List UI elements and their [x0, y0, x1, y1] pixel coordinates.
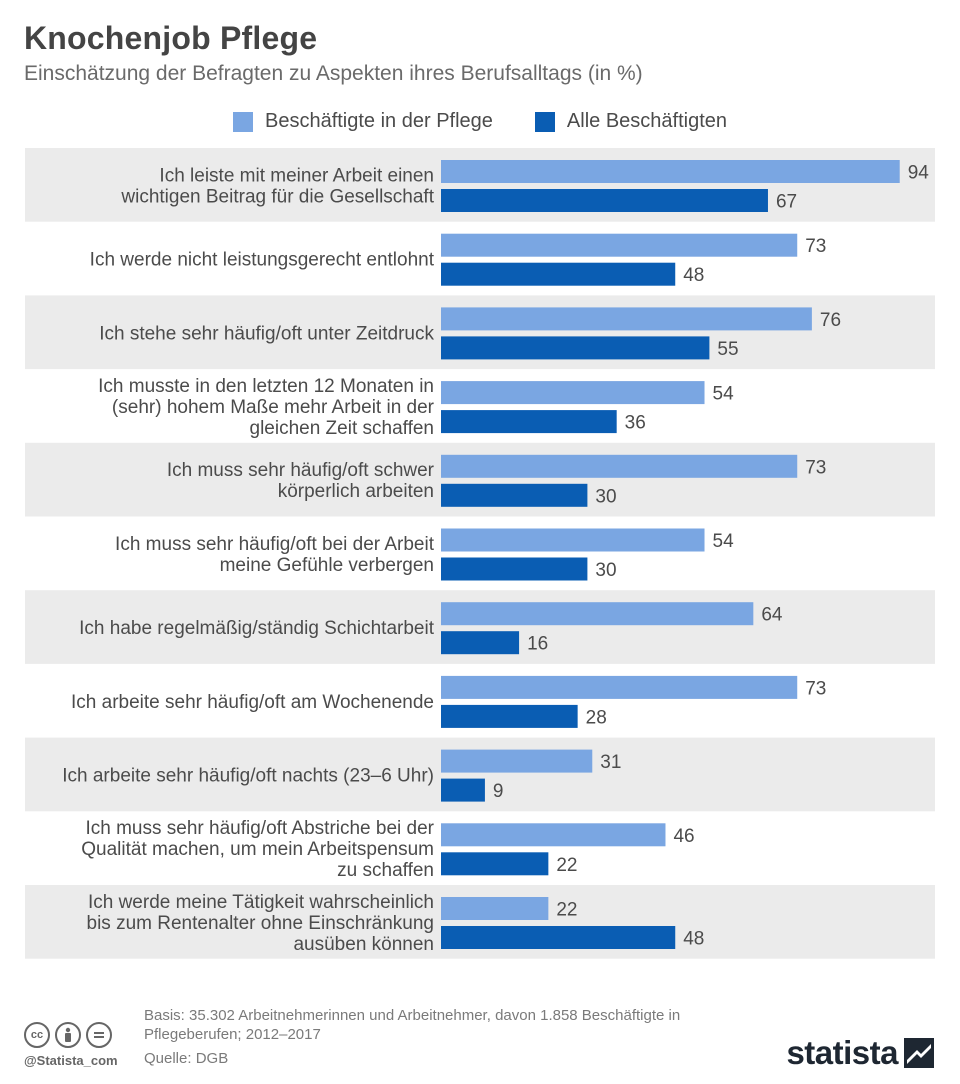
bar-alle: [441, 410, 617, 434]
footer-basis: Basis: 35.302 Arbeitnehmerinnen und Arbe…: [144, 1007, 681, 1043]
bar-alle: [441, 189, 768, 212]
bar-alle: [441, 778, 485, 802]
bar-alle: [441, 483, 588, 507]
data-label-alle: 48: [683, 929, 704, 950]
bar-pflege: [441, 823, 666, 847]
data-label-alle: 55: [717, 339, 738, 360]
chart-title: Knochenjob Pflege: [24, 20, 318, 56]
data-label-alle: 48: [683, 265, 704, 286]
bar-alle: [441, 852, 549, 876]
bar-chart: Ich leiste mit meiner Arbeit einen wichti…: [25, 148, 935, 959]
bar-pflege: [441, 454, 798, 478]
legend-label-alle: Alle Beschäftigten: [566, 110, 728, 132]
category-label: Ich arbeite sehr häufig/oft am Wochenend…: [71, 692, 434, 713]
data-label-alle: 9: [493, 781, 504, 802]
bar-pflege: [441, 160, 900, 183]
no-derivatives-icon: [86, 1022, 112, 1048]
legend-item-pflege: Beschäftigte in der Pflege: [232, 110, 493, 133]
bar-alle: [441, 336, 710, 360]
bar-pflege: [441, 233, 798, 257]
data-label-pflege: 76: [820, 310, 841, 331]
statista-wordmark: statista: [786, 1034, 898, 1071]
bar-pflege: [441, 675, 798, 699]
statista-logo-icon: [904, 1038, 934, 1068]
data-label-pflege: 54: [713, 384, 735, 405]
bar-pflege: [441, 307, 812, 331]
data-label-pflege: 54: [713, 531, 735, 552]
data-label-pflege: 73: [805, 457, 826, 478]
data-label-alle: 36: [625, 413, 646, 434]
category-label: Ich muss sehr häufig/oft bei der Arbeit m…: [115, 534, 435, 576]
bar-alle: [441, 631, 520, 655]
bar-alle: [441, 557, 588, 581]
data-label-pflege: 94: [908, 163, 930, 184]
category-label: Ich leiste mit meiner Arbeit einen wichti…: [120, 165, 434, 207]
category-label: Ich habe regelmäßig/ständig Schichtarbei…: [79, 618, 435, 639]
bar-alle: [441, 704, 578, 728]
data-label-alle: 30: [595, 486, 616, 507]
legend-swatch-pflege: [232, 111, 253, 132]
category-label: Ich muss sehr häufig/oft Abstriche bei d…: [81, 818, 434, 881]
data-label-pflege: 73: [805, 678, 826, 699]
data-label-pflege: 73: [805, 236, 826, 257]
data-label-alle: 16: [527, 634, 548, 655]
legend-swatch-alle: [534, 111, 555, 132]
statista-brand[interactable]: statista: [786, 1034, 934, 1072]
data-label-pflege: 31: [600, 752, 621, 773]
chart-subtitle: Einschätzung der Befragten zu Aspekten i…: [24, 62, 643, 85]
statista-handle: @Statista_com: [24, 1053, 118, 1068]
bar-pflege: [441, 602, 754, 626]
category-label: Ich werde meine Tätigkeit wahrscheinlich…: [87, 892, 434, 955]
legend-item-alle: Alle Beschäftigten: [534, 110, 728, 133]
bar-pflege: [441, 381, 705, 405]
legend-label-pflege: Beschäftigte in der Pflege: [264, 110, 493, 132]
license-icons: cc: [24, 1022, 112, 1048]
data-label-alle: 28: [586, 707, 607, 728]
category-label: Ich musste in den letzten 12 Monaten in(…: [98, 376, 435, 439]
bar-alle: [441, 262, 676, 286]
bar-pflege: [441, 749, 593, 773]
data-label-alle: 30: [595, 560, 616, 581]
data-label-alle: 22: [556, 855, 577, 876]
data-label-alle: 67: [776, 192, 797, 213]
category-label: Ich muss sehr häufig/oft schwer körperlic…: [167, 460, 435, 502]
footer-source: Quelle: DGB: [144, 1050, 229, 1067]
data-label-pflege: 46: [673, 826, 694, 847]
bar-pflege: [441, 528, 705, 552]
category-label: Ich werde nicht leistungsgerecht entlohn…: [90, 250, 435, 271]
data-label-pflege: 22: [556, 900, 577, 921]
attribution-icon: [55, 1022, 81, 1048]
bar-pflege: [441, 897, 549, 920]
data-label-pflege: 64: [761, 605, 783, 626]
category-label: Ich stehe sehr häufig/oft unter Zeitdruc…: [99, 323, 434, 344]
bar-alle: [441, 926, 676, 949]
chart-legend: Beschäftigte in der Pflege Alle Beschäft…: [0, 110, 960, 133]
category-label: Ich arbeite sehr häufig/oft nachts (23–6…: [62, 765, 434, 786]
cc-icon: cc: [24, 1022, 50, 1048]
